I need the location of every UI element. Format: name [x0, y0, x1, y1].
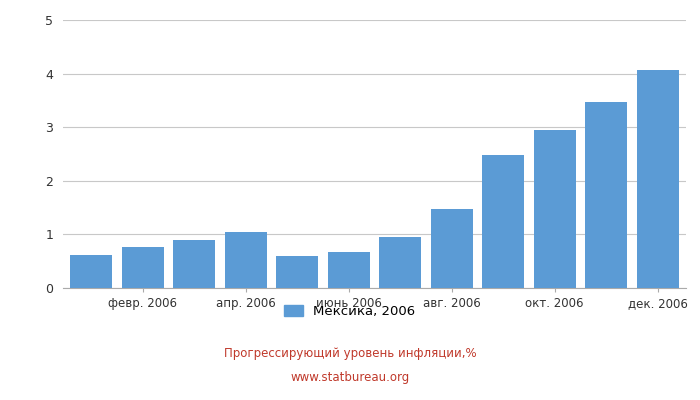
Bar	[225, 232, 267, 288]
Text: www.statbureau.org: www.statbureau.org	[290, 372, 410, 384]
Bar	[379, 237, 421, 288]
Text: Прогрессирующий уровень инфляции,%: Прогрессирующий уровень инфляции,%	[224, 348, 476, 360]
Bar	[70, 255, 113, 288]
Legend: Мексика, 2006: Мексика, 2006	[284, 304, 416, 318]
Bar	[585, 102, 627, 288]
Bar	[482, 155, 524, 288]
Bar	[328, 252, 370, 288]
Bar	[430, 209, 473, 288]
Bar	[122, 247, 164, 288]
Bar	[173, 240, 216, 288]
Bar	[276, 256, 318, 288]
Bar	[533, 130, 576, 288]
Bar	[636, 70, 679, 288]
